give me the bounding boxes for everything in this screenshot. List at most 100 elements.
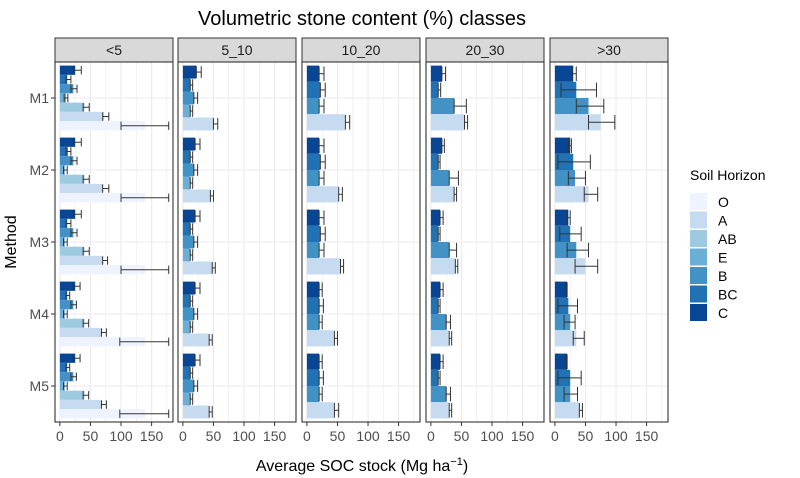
chart-title: Volumetric stone content (%) classes	[198, 8, 526, 30]
y-tick-label: M2	[30, 162, 50, 178]
bar-A	[554, 402, 580, 419]
bar-BC	[306, 369, 320, 386]
bar-C	[182, 65, 197, 79]
x-tick-label: 150	[387, 428, 411, 444]
bar-BC	[306, 81, 321, 98]
bar-A	[430, 330, 450, 347]
bar-C	[182, 353, 196, 367]
legend-swatch-A	[690, 211, 707, 229]
bar-C	[430, 65, 442, 82]
bar-B	[306, 170, 320, 187]
bar-A	[306, 114, 346, 131]
bar-A	[59, 111, 104, 122]
bar-A	[182, 117, 214, 131]
y-tick-label: M5	[30, 378, 50, 394]
bar-E	[182, 176, 191, 190]
bar-C	[554, 209, 569, 226]
bar-BC	[59, 218, 68, 229]
bar-E	[182, 392, 191, 406]
y-tick-label: M4	[30, 306, 50, 322]
facet-panel: <5 0 50 100 150	[54, 37, 174, 444]
legend-label: BC	[718, 287, 737, 303]
legend-swatch-E	[690, 248, 707, 266]
bar-C	[430, 281, 441, 298]
bar-A	[554, 186, 589, 203]
bar-E	[182, 320, 191, 334]
bar-BC	[59, 146, 68, 157]
bar-B	[306, 386, 320, 403]
bar-B	[430, 98, 455, 115]
bar-BC	[182, 150, 191, 164]
x-tick-label: 100	[356, 428, 380, 444]
facet-strip-label: <5	[106, 42, 122, 58]
x-tick-label: 50	[454, 428, 470, 444]
bar-C	[182, 137, 196, 151]
bar-BC	[182, 222, 191, 236]
legend-swatch-C	[690, 304, 707, 321]
bar-A	[59, 255, 103, 266]
bar-A	[554, 114, 601, 131]
bar-E	[182, 104, 191, 118]
bar-C	[554, 353, 568, 370]
x-tick-label: 150	[511, 428, 535, 444]
bar-A	[59, 327, 102, 338]
bar-A	[182, 405, 210, 419]
y-tick-label: M1	[30, 90, 50, 106]
x-tick-label: 150	[635, 428, 659, 444]
bar-C	[59, 209, 76, 219]
bar-C	[59, 353, 76, 363]
bar-A	[430, 258, 456, 275]
facet-strip	[425, 37, 545, 63]
bar-B	[430, 386, 447, 403]
bar-C	[306, 65, 320, 82]
bar-B	[554, 242, 577, 259]
bar-BC	[59, 290, 68, 301]
bar-BC	[430, 225, 439, 242]
facet-strip-label: 20_30	[466, 42, 505, 58]
bar-B	[306, 98, 320, 115]
bar-AB	[59, 246, 85, 256]
bar-E	[182, 248, 191, 262]
x-axis-label: Average SOC stock (Mg ha−1)	[256, 456, 468, 475]
facet-panel: 20_30 0 50 100 150	[425, 37, 545, 444]
bar-B	[59, 372, 74, 382]
x-tick-label: 100	[109, 428, 133, 444]
facet-panel: >30 0 50 100 150	[549, 37, 669, 444]
bar-B	[182, 163, 194, 177]
x-tick-label: 0	[551, 428, 559, 444]
bar-B	[554, 170, 576, 187]
bar-BC	[306, 225, 321, 242]
bar-B	[182, 379, 194, 393]
bar-A	[182, 189, 211, 203]
bar-A	[182, 333, 210, 347]
bar-C	[306, 137, 320, 154]
bar-E	[59, 165, 65, 175]
x-tick-label: 50	[83, 428, 99, 444]
facet-strip	[301, 37, 421, 63]
facet-strip-label: 10_20	[342, 42, 381, 58]
x-tick-label: 100	[232, 428, 256, 444]
facet-strip	[549, 37, 669, 63]
bar-B	[59, 84, 74, 94]
facet-strip	[54, 37, 174, 63]
x-tick-label: 100	[604, 428, 628, 444]
facet-strip-label: >30	[597, 42, 621, 58]
bar-A	[306, 402, 335, 419]
x-tick-label: 0	[179, 428, 187, 444]
x-tick-label: 0	[427, 428, 435, 444]
bar-BC	[430, 153, 439, 170]
bar-B	[59, 300, 74, 310]
y-tick-label: M3	[30, 234, 50, 250]
bar-B	[430, 314, 447, 331]
bar-E	[59, 93, 67, 103]
bar-E	[59, 309, 65, 319]
bar-BC	[430, 369, 439, 386]
bar-BC	[59, 74, 68, 85]
bar-B	[554, 314, 571, 331]
bar-A	[182, 261, 213, 275]
bar-A	[59, 183, 103, 194]
bar-E	[59, 237, 65, 247]
legend-swatch-AB	[690, 230, 707, 247]
bar-A	[430, 402, 450, 419]
